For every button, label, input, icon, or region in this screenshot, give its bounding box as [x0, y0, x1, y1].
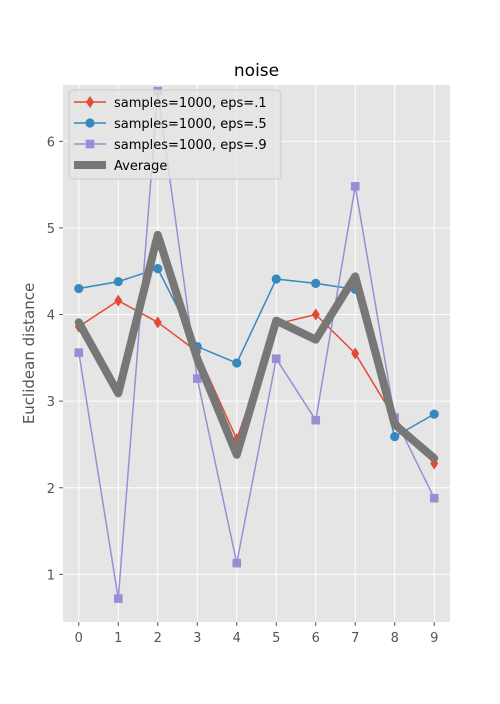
data-point — [74, 348, 84, 357]
x-tick-label: 5 — [272, 631, 280, 646]
x-tick-label: 9 — [430, 631, 438, 646]
x-tick-label: 3 — [193, 631, 201, 646]
legend-label: samples=1000, eps=.9 — [114, 138, 267, 153]
legend-entry: samples=1000, eps=.1 — [74, 96, 267, 111]
series-layer — [74, 86, 439, 603]
x-tick-label: 2 — [154, 631, 162, 646]
data-point — [232, 358, 242, 368]
data-point — [429, 409, 439, 419]
y-tick-label: 6 — [47, 135, 55, 150]
data-point — [113, 594, 123, 603]
legend-marker — [85, 118, 95, 128]
y-tick-label: 4 — [47, 309, 55, 324]
data-point — [350, 182, 360, 191]
ticks: 0 1 2 3 4 5 6 7 8 9 1 2 3 4 5 6 — [47, 135, 439, 646]
data-point — [271, 274, 281, 284]
legend-label: samples=1000, eps=.1 — [114, 96, 267, 111]
data-point — [74, 283, 84, 294]
legend-entry: Average — [74, 159, 167, 174]
x-tick-label: 4 — [233, 631, 241, 646]
x-tick-label: 1 — [114, 631, 122, 646]
series-3 — [74, 230, 439, 463]
data-point — [153, 316, 162, 329]
data-point — [153, 264, 163, 274]
series-line — [74, 230, 439, 463]
legend-box — [68, 89, 282, 180]
x-tick-label: 7 — [351, 631, 359, 646]
legend: samples=1000, eps=.1 samples=1000, eps=.5… — [68, 89, 282, 180]
data-point — [429, 493, 439, 503]
y-tick-label: 5 — [47, 222, 55, 237]
legend-marker — [86, 96, 94, 108]
data-point — [311, 278, 321, 288]
data-point — [390, 432, 400, 442]
legend-entry: samples=1000, eps=.9 — [74, 138, 267, 153]
y-tick-label: 3 — [47, 395, 55, 410]
legend-label: Average — [114, 159, 167, 174]
data-point — [311, 415, 321, 425]
chart-title: noise — [234, 61, 279, 81]
x-tick-label: 8 — [391, 631, 399, 646]
data-point — [113, 277, 123, 287]
data-point — [232, 558, 242, 568]
series-line — [78, 90, 435, 600]
legend-marker — [85, 139, 95, 149]
y-axis-label: Euclidean distance — [20, 283, 38, 424]
y-tick-label: 1 — [47, 568, 55, 583]
data-point — [192, 374, 202, 383]
data-point — [351, 347, 360, 360]
data-point — [271, 354, 281, 363]
x-tick-label: 6 — [312, 631, 320, 646]
x-tick-label: 0 — [75, 631, 83, 646]
data-point — [114, 294, 123, 307]
legend-label: samples=1000, eps=.5 — [114, 117, 267, 132]
data-point — [311, 308, 320, 321]
legend-entry: samples=1000, eps=.5 — [74, 117, 267, 132]
y-tick-label: 2 — [47, 482, 55, 497]
